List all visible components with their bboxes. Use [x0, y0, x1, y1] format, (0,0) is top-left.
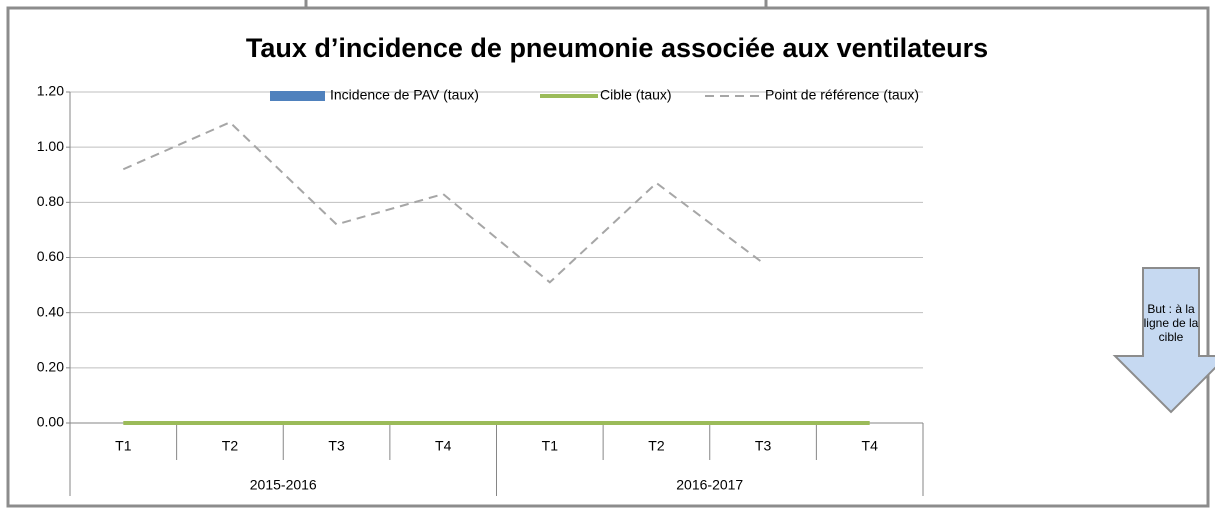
- x-tick-label: T2: [648, 438, 665, 454]
- y-tick-label: 0.40: [37, 303, 64, 319]
- goal-note: But : à la ligne de la cible: [1143, 302, 1199, 344]
- x-tick-label: T1: [542, 438, 559, 454]
- legend-label: Incidence de PAV (taux): [330, 87, 479, 103]
- x-tick-label: T4: [435, 438, 452, 454]
- x-tick-label: T1: [115, 438, 132, 454]
- y-tick-label: 1.00: [37, 138, 64, 154]
- legend-swatch: [270, 91, 325, 101]
- goal-arrow: [1112, 267, 1215, 414]
- x-tick-label: T2: [222, 438, 239, 454]
- group-label: 2016-2017: [676, 477, 743, 493]
- chart-title: Taux d’incidence de pneumonie associée a…: [246, 33, 988, 63]
- x-tick-label: T4: [862, 438, 879, 454]
- y-tick-label: 0.60: [37, 248, 64, 264]
- legend-label: Cible (taux): [600, 87, 672, 103]
- y-tick-label: 0.00: [37, 414, 64, 430]
- x-tick-label: T3: [755, 438, 772, 454]
- legend-label: Point de référence (taux): [765, 87, 919, 103]
- y-tick-label: 0.80: [37, 193, 64, 209]
- group-label: 2015-2016: [250, 477, 317, 493]
- y-tick-label: 1.20: [37, 83, 64, 99]
- x-tick-label: T3: [328, 438, 345, 454]
- y-tick-label: 0.20: [37, 359, 64, 375]
